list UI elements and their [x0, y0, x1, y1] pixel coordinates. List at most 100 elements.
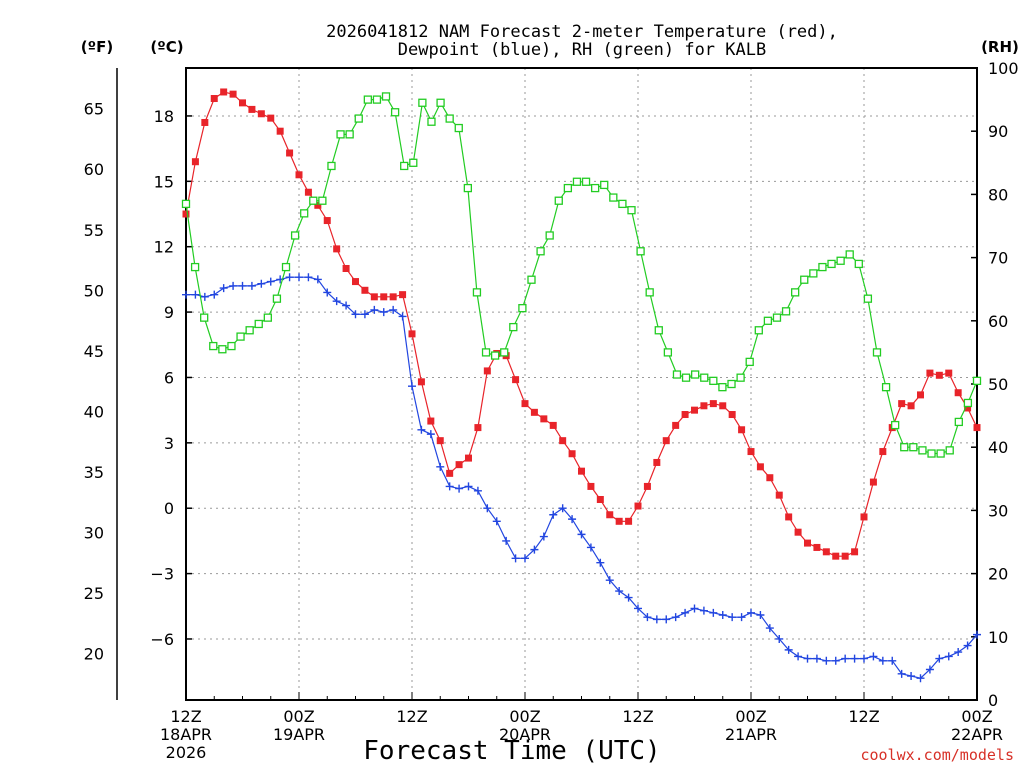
data-point: [634, 502, 642, 510]
data-point: [916, 674, 925, 683]
data-point: [266, 277, 275, 286]
f-tick-label: 40: [84, 402, 104, 421]
data-point: [681, 411, 689, 419]
series-layer: [181, 88, 982, 683]
rh-tick-label: 60: [988, 312, 1008, 331]
data-point: [800, 275, 809, 284]
data-point: [559, 437, 567, 445]
data-point: [872, 348, 882, 357]
chart-title-line-1: 2026041812 NAM Forecast 2-meter Temperat…: [326, 22, 838, 42]
series-rh-open-square: [181, 92, 982, 458]
data-point: [361, 286, 369, 294]
data-point: [945, 369, 953, 377]
data-point: [464, 482, 473, 491]
data-point: [781, 307, 791, 316]
x-tick-label: 00Z: [509, 707, 540, 726]
data-point: [643, 613, 652, 622]
data-point: [417, 425, 426, 434]
data-point: [954, 389, 962, 397]
data-point: [295, 171, 303, 179]
data-point: [863, 294, 873, 303]
data-point: [822, 656, 831, 665]
data-point: [463, 183, 473, 193]
x-tick-label: 00Z: [961, 707, 992, 726]
data-point: [272, 294, 282, 303]
data-point: [286, 149, 294, 157]
data-point: [728, 613, 737, 622]
data-point: [481, 348, 491, 357]
data-point: [245, 326, 254, 335]
data-point: [699, 606, 708, 615]
data-point: [345, 130, 354, 139]
data-point: [490, 351, 500, 360]
data-point: [530, 408, 538, 416]
rh-tick-label: 50: [988, 375, 1008, 394]
data-point: [827, 259, 836, 269]
data-point: [417, 378, 425, 386]
data-point: [973, 424, 981, 432]
data-point: [763, 316, 773, 325]
data-point: [634, 604, 642, 613]
series-line: [186, 276, 978, 679]
data-point: [627, 206, 636, 215]
data-point: [399, 291, 407, 299]
data-point: [381, 92, 391, 101]
data-point: [323, 217, 331, 225]
data-point: [581, 177, 591, 186]
data-point: [454, 123, 463, 133]
data-point: [445, 114, 454, 123]
data-point: [625, 517, 633, 525]
data-point: [691, 406, 698, 414]
c-tick-label: −6: [150, 630, 174, 649]
data-point: [352, 278, 359, 286]
x-tick-label: 19APR: [273, 725, 325, 744]
data-point: [636, 247, 645, 256]
data-point: [426, 430, 435, 439]
data-point: [500, 348, 509, 357]
data-point: [539, 532, 548, 541]
data-point: [304, 273, 313, 282]
data-point: [351, 310, 360, 319]
data-point: [609, 193, 618, 202]
data-point: [860, 654, 868, 663]
data-point: [756, 463, 764, 471]
data-point: [728, 411, 736, 419]
data-point: [690, 370, 700, 379]
data-point: [323, 288, 332, 297]
data-point: [832, 552, 840, 560]
data-point: [427, 417, 435, 425]
data-point: [239, 99, 246, 107]
data-point: [645, 288, 654, 297]
data-point: [897, 669, 906, 678]
data-point: [483, 504, 492, 513]
data-point: [210, 95, 218, 103]
data-point: [812, 654, 821, 663]
data-point: [794, 528, 802, 536]
credit-text: coolwx.com/models: [860, 746, 1014, 764]
rh-unit-label: (RH): [981, 38, 1019, 56]
data-point: [530, 545, 539, 554]
f-tick-label: 25: [84, 584, 104, 603]
data-point: [926, 369, 934, 377]
data-point: [671, 613, 680, 622]
data-point: [954, 417, 963, 427]
data-point: [191, 290, 200, 299]
data-point: [785, 513, 793, 521]
data-point: [681, 608, 690, 617]
rh-tick-label: 10: [988, 628, 1008, 647]
data-point: [718, 611, 727, 620]
data-point: [398, 312, 407, 321]
data-point: [681, 373, 691, 382]
data-point: [389, 305, 398, 314]
data-point: [618, 199, 627, 209]
data-point: [831, 656, 840, 665]
data-point: [918, 446, 927, 455]
data-point: [408, 330, 416, 338]
data-point: [736, 373, 745, 382]
data-point: [898, 400, 906, 408]
data-point: [568, 515, 577, 524]
x-tick-label: 2026: [166, 743, 207, 762]
data-point: [881, 383, 891, 392]
